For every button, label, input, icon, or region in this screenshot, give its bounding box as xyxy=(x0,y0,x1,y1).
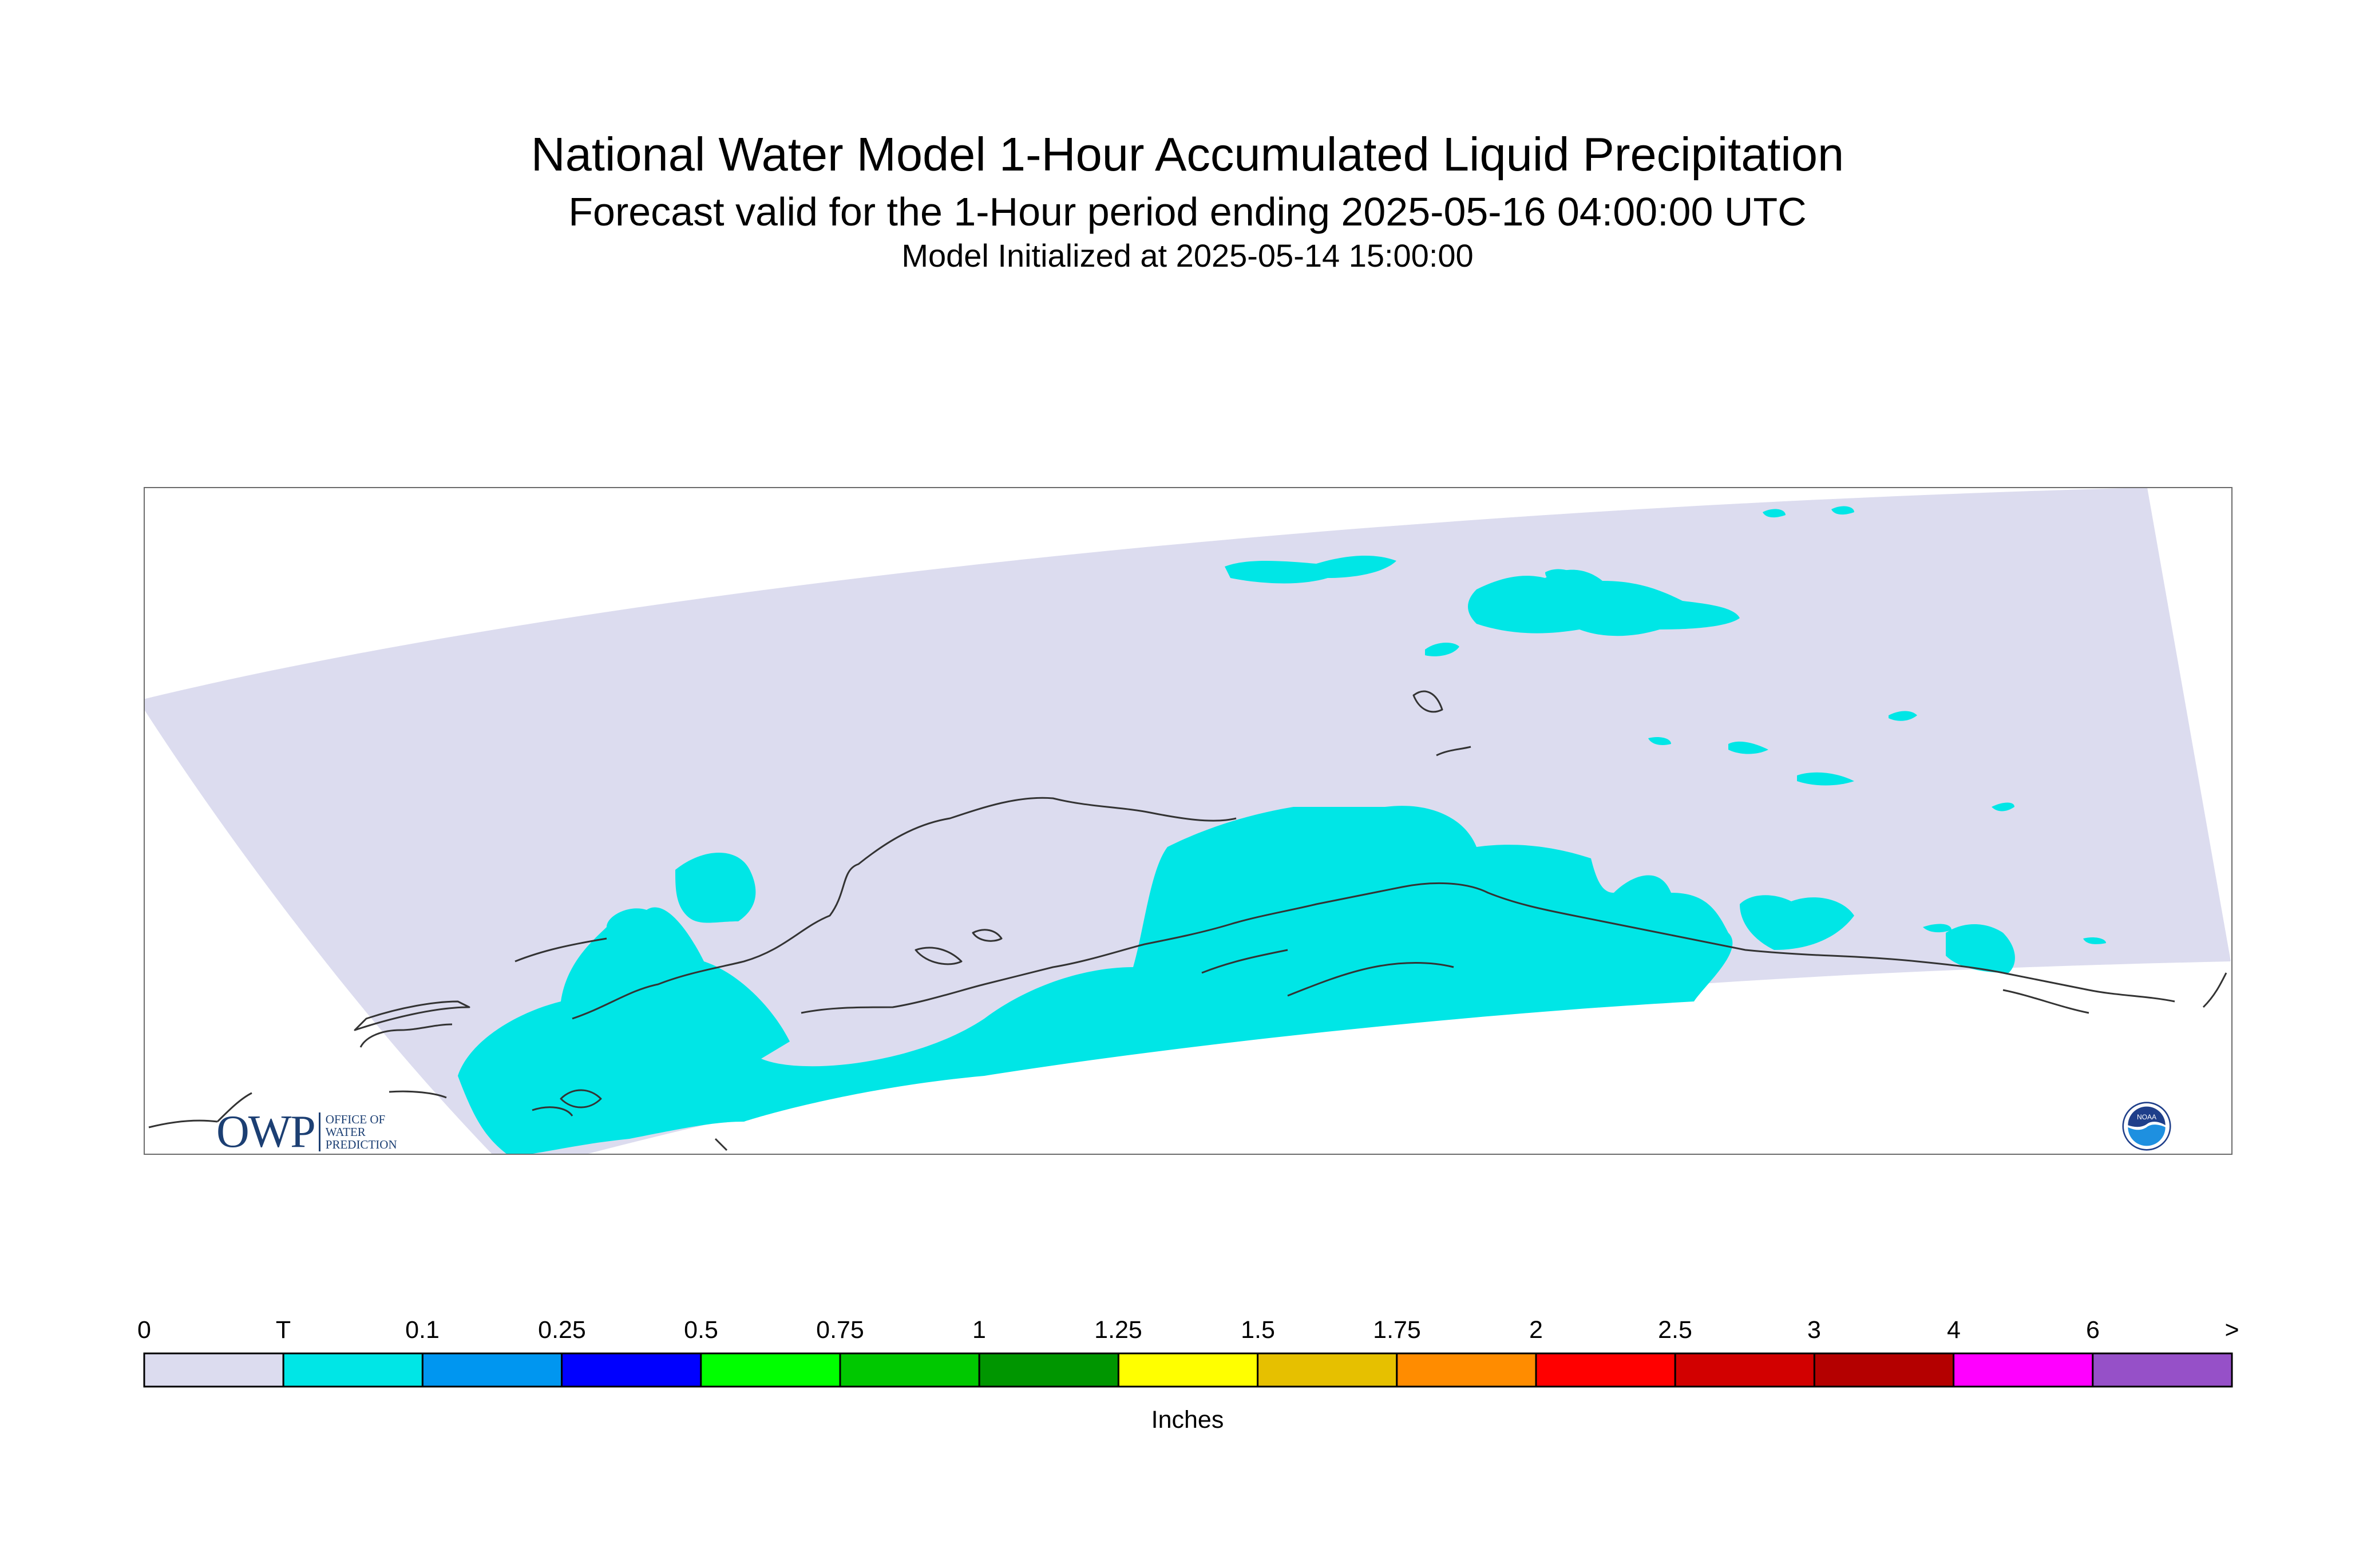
legend-label: 2.5 xyxy=(1658,1316,1692,1344)
legend-label: > xyxy=(2224,1316,2239,1344)
owp-logo-text: Office of Water Prediction xyxy=(326,1113,423,1151)
legend-label: 6 xyxy=(2086,1316,2100,1344)
map-frame xyxy=(144,487,2232,1155)
legend-label: 0.1 xyxy=(405,1316,440,1344)
chart-title: National Water Model 1-Hour Accumulated … xyxy=(531,128,1844,181)
legend-label: 1.5 xyxy=(1241,1316,1275,1344)
coastlines xyxy=(148,690,2227,1151)
legend-swatch xyxy=(1257,1352,1398,1388)
legend-label: 2 xyxy=(1529,1316,1543,1344)
color-legend-bar xyxy=(143,1352,2233,1388)
legend-label: 3 xyxy=(1807,1316,1821,1344)
legend-swatch xyxy=(1117,1352,1259,1388)
legend-swatch xyxy=(1813,1352,1955,1388)
legend-swatch xyxy=(2092,1352,2233,1388)
legend-swatch xyxy=(561,1352,702,1388)
owp-logo-divider xyxy=(318,1112,320,1151)
legend-label: 1.75 xyxy=(1373,1316,1421,1344)
legend-label: 0 xyxy=(137,1316,151,1344)
legend-label: T xyxy=(275,1316,291,1344)
noaa-logo-text: NOAA xyxy=(2137,1113,2156,1121)
legend-swatch xyxy=(1535,1352,1676,1388)
legend-swatch xyxy=(978,1352,1119,1388)
model-domain-area xyxy=(144,488,2231,1154)
legend-swatch xyxy=(282,1352,423,1388)
legend-label: 0.75 xyxy=(816,1316,864,1344)
owp-logo-line-1: Office of xyxy=(325,1112,386,1126)
owp-logo: OWP Office of Water Prediction xyxy=(216,1107,423,1156)
legend-label: 0.25 xyxy=(538,1316,586,1344)
legend-swatch xyxy=(839,1352,980,1388)
owp-logo-mark: OWP xyxy=(216,1106,316,1157)
map-content xyxy=(144,488,2231,1154)
precip-trace-areas xyxy=(458,506,2106,1154)
legend-swatch xyxy=(1674,1352,1815,1388)
owp-logo-line-3: Prediction xyxy=(325,1137,397,1151)
legend-label: 1 xyxy=(972,1316,986,1344)
legend-label: 0.5 xyxy=(684,1316,718,1344)
legend-swatch xyxy=(143,1352,284,1388)
legend-label: 4 xyxy=(1947,1316,1961,1344)
noaa-logo-icon: NOAA xyxy=(2122,1102,2171,1151)
forecast-subtitle: Forecast valid for the 1-Hour period end… xyxy=(568,189,1807,234)
legend-swatch xyxy=(421,1352,563,1388)
owp-logo-line-2: Water xyxy=(325,1124,366,1139)
init-subtitle: Model Initialized at 2025-05-14 15:00:00 xyxy=(901,237,1474,274)
legend-swatch xyxy=(700,1352,841,1388)
color-legend-frame xyxy=(143,1352,2233,1388)
legend-swatch xyxy=(1396,1352,1537,1388)
legend-label: 1.25 xyxy=(1094,1316,1142,1344)
legend-units-label: Inches xyxy=(1151,1406,1224,1434)
legend-swatch xyxy=(1953,1352,2094,1388)
